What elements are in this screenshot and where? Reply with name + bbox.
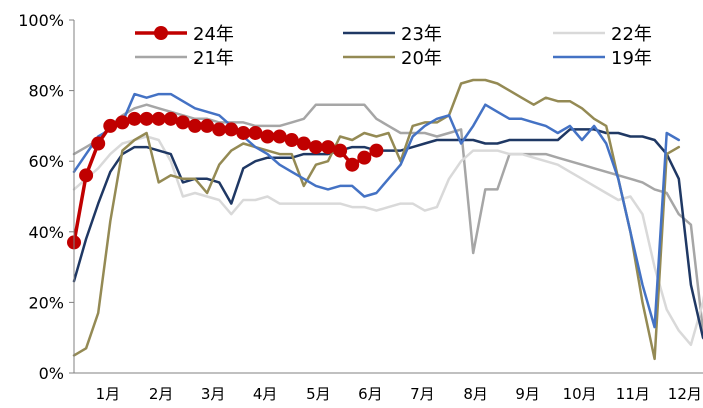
x-tick-label: 6月 [358,385,383,403]
series-24-point [272,129,287,144]
series-24-point [224,122,239,137]
legend-label: 24年 [193,24,234,45]
series-24-point [212,122,227,137]
legend-label: 19年 [611,48,652,69]
series-24-point [103,118,118,133]
legend-label: 20年 [401,48,442,69]
series-21-line [72,103,703,332]
legend: 24年 23年 22年 21年 20年 19年 [135,24,652,69]
y-ticks: 0% 20% 40% 60% 80% 100% [18,11,74,383]
series-24-point [248,125,263,140]
y-tick-label: 60% [28,152,64,171]
series-19-line [72,92,681,329]
series-24-point [139,111,154,126]
series-24-point [175,115,190,130]
series-24-point [284,133,299,148]
series-24-point [321,140,336,155]
series-24-point [296,136,311,151]
series-24-point [333,143,348,158]
series-24-point [345,157,360,172]
y-tick-label: 40% [28,223,64,242]
legend-marker [154,26,168,40]
x-tick-label: 8月 [463,385,488,403]
series-20-line [72,78,681,361]
series-24-point [91,136,106,151]
series-24-point [163,111,178,126]
x-tick-label: 5月 [306,385,331,403]
series-24-point [308,140,323,155]
legend-label: 22年 [611,24,652,45]
x-tick-label: 4月 [253,385,278,403]
series-24-point [200,118,215,133]
series-24-point [127,111,142,126]
series-22-line [72,135,703,347]
x-tick-label: 11月 [616,385,650,403]
x-tick-label: 3月 [201,385,226,403]
series-24-point [369,143,384,158]
y-tick-label: 80% [28,82,64,101]
x-tick-label: 10月 [563,385,597,403]
series-23-line [72,128,703,340]
series-24-point [236,125,251,140]
series-24-point [187,118,202,133]
x-tick-label: 1月 [96,385,121,403]
x-tick-label: 12月 [668,385,702,403]
series-24-point [115,115,130,130]
legend-label: 23年 [401,24,442,45]
series-24-point [260,129,275,144]
series-24-line [72,117,379,245]
axes [73,20,703,374]
plot-lines [67,78,703,361]
x-tick-label: 9月 [515,385,540,403]
x-tick-label: 7月 [410,385,435,403]
y-tick-label: 0% [39,364,64,383]
y-tick-label: 20% [28,293,64,312]
x-ticks: 1月 2月 3月 4月 5月 6月 7月 8月 9月 10月 11月 12月 [96,385,702,403]
legend-label: 21年 [193,48,234,69]
series-24-point [79,168,94,183]
series-24-point [357,150,372,165]
y-tick-label: 100% [18,11,64,30]
series-24-point [151,111,166,126]
x-tick-label: 2月 [149,385,174,403]
